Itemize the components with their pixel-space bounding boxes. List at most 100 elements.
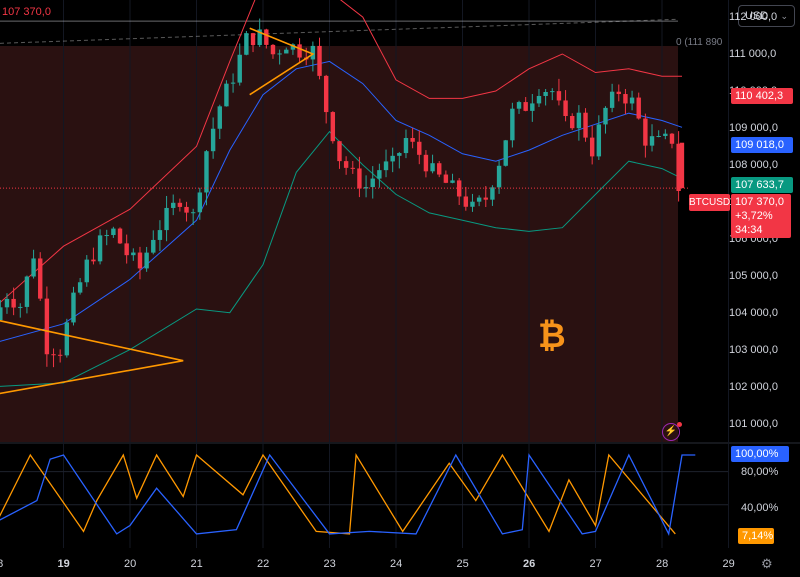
candle-body [410, 138, 415, 142]
candle-body [450, 180, 455, 183]
triangle-patterns[interactable] [0, 27, 315, 395]
lower-band-line [0, 130, 683, 387]
candle-body [676, 143, 681, 191]
date-tick-label: 26 [523, 558, 536, 570]
flash-icon[interactable]: ⚡ [662, 423, 680, 441]
candle-body [171, 202, 176, 208]
price-tick-label: 105 000,0 [729, 269, 778, 282]
candle-body [649, 136, 655, 146]
candle-body [137, 252, 143, 269]
triangle-pattern-0 [249, 27, 315, 96]
candle-body [184, 206, 189, 213]
bar-countdown: 34:34 [735, 224, 763, 236]
gear-icon[interactable]: ⚙ [761, 556, 773, 571]
candle-body [51, 354, 56, 356]
candle-body [0, 307, 3, 321]
candle-body [323, 75, 329, 113]
price-tick-label: 111 000,0 [729, 48, 777, 61]
upper-band-tag: 110 402,3 [731, 88, 793, 104]
candle-body [24, 276, 30, 307]
oscillator-bottom-tag: 7,14% [738, 528, 774, 544]
price-tick-label: 103 000,0 [729, 343, 778, 356]
candle-body [131, 252, 136, 256]
candlestick-series [0, 18, 685, 368]
candle-body [97, 235, 103, 262]
candle-body [623, 94, 628, 104]
candle-body [77, 282, 83, 293]
date-tick-label: 28 [656, 558, 669, 570]
candle-body [496, 165, 502, 188]
top-left-price: 107 370,0 [2, 6, 51, 18]
candle-body [616, 91, 621, 95]
date-tick-label: 18 [0, 558, 4, 570]
candle-body [151, 239, 156, 253]
candle-body [403, 138, 409, 154]
candle-body-last [679, 142, 685, 189]
chevron-down-icon: ⌄ [780, 11, 788, 21]
candle-body [589, 137, 595, 157]
middle-band-line [0, 60, 683, 342]
bollinger-bands [0, 0, 683, 387]
candle-body [237, 54, 242, 83]
candle-body [423, 154, 429, 172]
candle-body [576, 112, 582, 129]
bitcoin-logo-icon: ₿ [538, 316, 566, 356]
currency-label: USD [745, 10, 769, 22]
currency-selector[interactable]: USD ⌄ [738, 5, 795, 27]
candle-body [224, 83, 229, 107]
candle-body [417, 141, 422, 155]
candle-body [510, 108, 515, 141]
candle-body [556, 91, 562, 101]
candle-body [437, 163, 442, 175]
candle-body [64, 322, 70, 356]
candle-body [310, 45, 316, 60]
candle-body [656, 135, 661, 137]
candle-body [277, 53, 282, 55]
candle-body [177, 202, 183, 207]
price-tick-label: 101 000,0 [729, 417, 778, 430]
candle-body [4, 298, 10, 308]
candle-body [197, 192, 203, 213]
upper-band-line [0, 0, 682, 304]
price-tick-label: 109 000,0 [729, 121, 778, 134]
price-tick-label: 108 000,0 [729, 158, 778, 171]
oscillator-label-40: 40,00% [741, 502, 779, 514]
candle-body [104, 235, 109, 237]
candle-body [370, 178, 375, 188]
date-tick-label: 23 [323, 558, 336, 570]
candle-body [443, 174, 449, 183]
oscillator-label-80: 80,00% [741, 466, 779, 478]
price-tick-label: 112 000,0 [729, 11, 778, 24]
date-tick-label: 20 [124, 558, 137, 570]
candle-body [217, 106, 222, 129]
oscillator-top-tag: 100,00% [731, 446, 789, 462]
candle-body [210, 128, 216, 152]
candle-body [57, 354, 63, 356]
candle-body [503, 140, 508, 166]
candle-body [490, 187, 495, 200]
candle-body [536, 95, 542, 104]
candle-body [330, 112, 336, 142]
candle-body [117, 228, 123, 244]
candle-body [483, 197, 488, 200]
candle-body [530, 103, 535, 111]
candle-body [230, 82, 236, 84]
price-tick-label: 102 000,0 [729, 380, 778, 393]
date-tick-label: 29 [722, 558, 735, 570]
candle-body [397, 153, 402, 156]
candle-body [543, 91, 548, 96]
candle-body [337, 141, 342, 162]
candle-body [31, 258, 36, 277]
candle-body [609, 91, 615, 108]
candle-body [244, 33, 249, 55]
candle-body [204, 151, 209, 193]
notification-dot [677, 422, 682, 427]
candle-body [38, 258, 43, 299]
candle-body [250, 33, 256, 46]
candle-body [583, 112, 588, 138]
candle-body [430, 163, 435, 172]
candle-body [523, 102, 528, 111]
date-tick-label: 19 [57, 558, 70, 570]
candle-body [636, 97, 641, 119]
